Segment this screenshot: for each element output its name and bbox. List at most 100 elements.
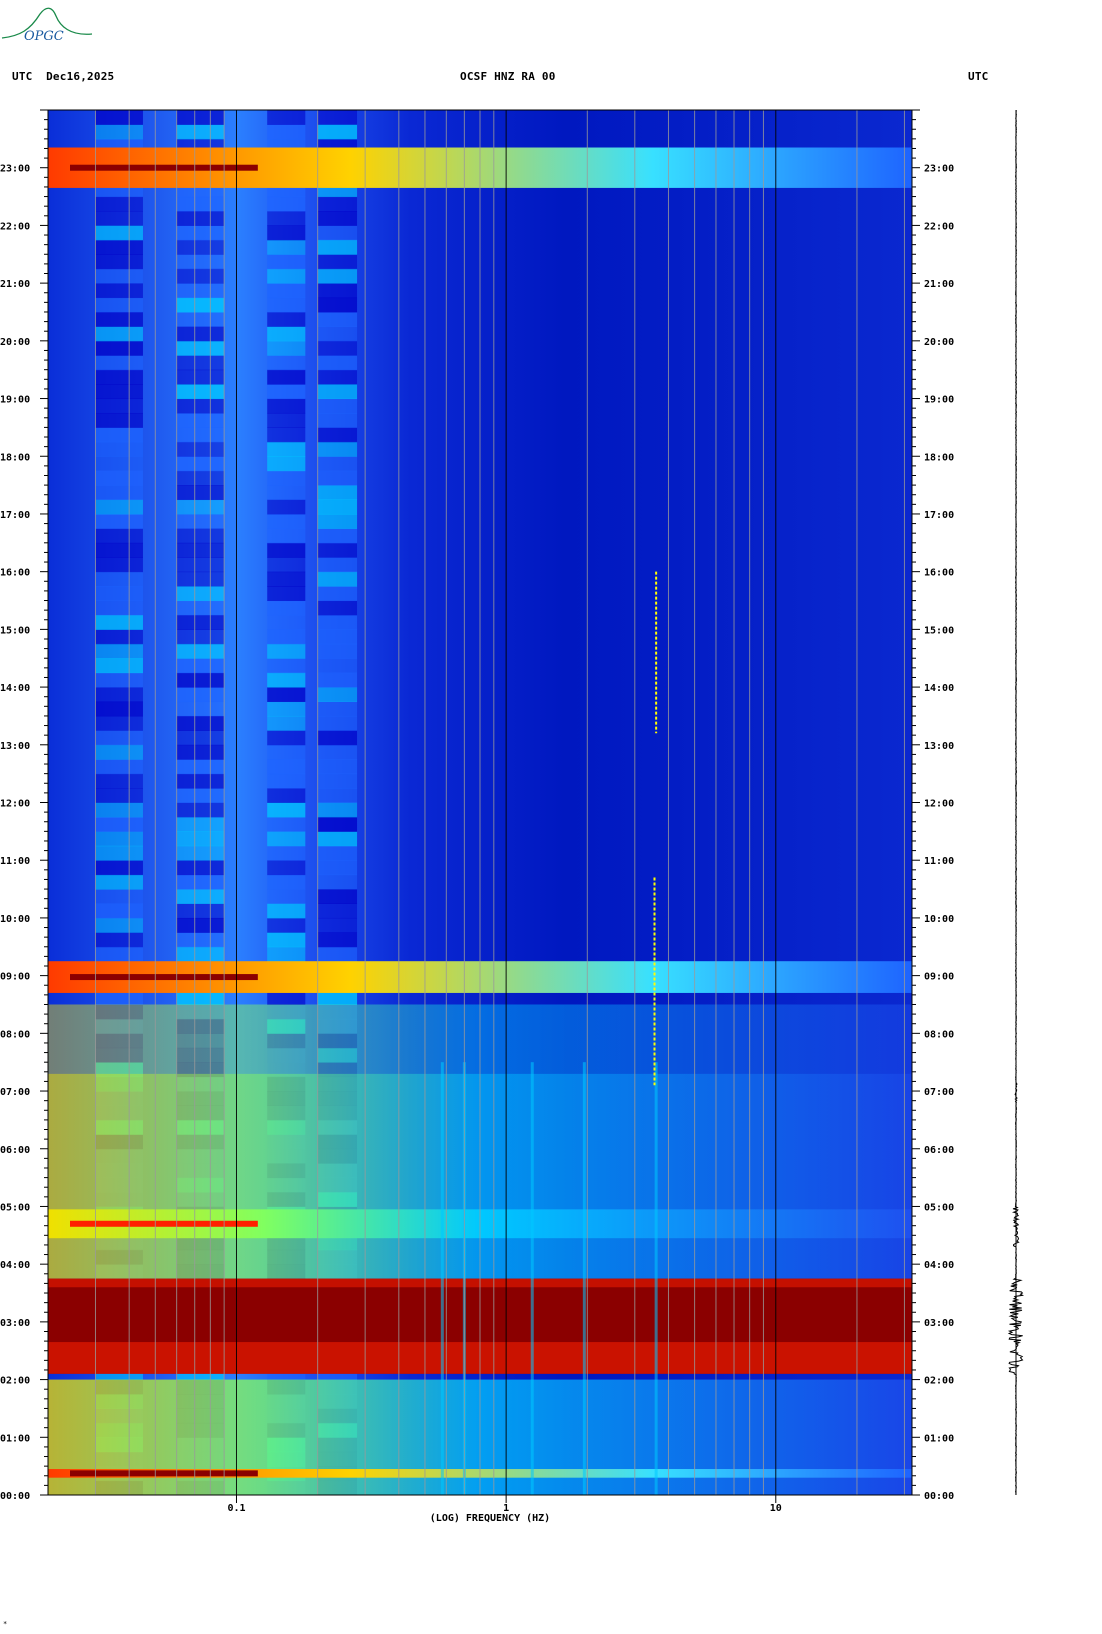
heatmap-cell [267,629,306,645]
y-tick-label-left: 10:00 [0,914,30,925]
heatmap-cell [95,369,143,385]
heatmap-cell [176,730,225,746]
y-tick-label-right: 21:00 [924,279,954,290]
y-tick-label-right: 08:00 [924,1029,954,1040]
heatmap-cell [317,470,358,486]
heatmap-cell [267,225,306,241]
heatmap-cell [176,903,225,919]
heatmap-cell [176,340,225,356]
heatmap-cell [267,889,306,904]
heatmap-cell [267,571,306,587]
heatmap-cell [95,845,143,861]
heatmap-cell [95,110,143,125]
heatmap-cell [317,355,358,371]
heatmap-cell [317,369,358,385]
heatmap-cell [95,311,143,327]
heatmap-cell [317,773,358,789]
y-tick-label-right: 17:00 [924,510,954,521]
heatmap-cell [176,355,225,371]
heatmap-cell [95,701,143,717]
heatmap-cell [176,715,225,731]
heatmap-cell [267,600,306,616]
heatmap-cell [95,283,143,299]
heatmap-cell [176,441,225,457]
y-tick-label-left: 23:00 [0,164,30,175]
heatmap-cell [95,643,143,659]
heatmap-cell [317,528,358,544]
y-tick-label-right: 04:00 [924,1260,954,1271]
y-tick-label-left: 17:00 [0,510,30,521]
heatmap-cell [267,485,306,501]
heatmap-cell [95,326,143,342]
heatmap-cell [317,297,358,313]
heatmap-cell [317,557,358,573]
heatmap-cell [317,499,358,515]
heatmap-cell [317,110,358,125]
y-tick-label-left: 05:00 [0,1202,30,1213]
heatmap-cell [176,773,225,789]
heatmap-cell [176,629,225,645]
heatmap-cell [267,499,306,515]
heatmap-cell [267,528,306,544]
heatmap-cell [267,687,306,703]
heatmap-cell [267,239,306,255]
heatmap-cell [267,283,306,299]
heatmap-cell [176,845,225,861]
heatmap-cell [95,788,143,803]
heatmap-cell [95,990,143,1005]
heatmap-cell [176,225,225,241]
heatmap-cell [176,831,225,847]
heatmap-cell [95,932,143,948]
heatmap-cell [317,889,358,904]
heatmap-cell [267,542,306,558]
heatmap-cell [176,874,225,890]
heatmap-cell [317,571,358,587]
heatmap-cell [176,917,225,933]
heatmap-cell [95,917,143,933]
heatmap-cell [176,239,225,255]
heatmap-cell [176,701,225,717]
heatmap-cell [95,470,143,486]
heatmap-cell [95,874,143,890]
heatmap-cell [267,903,306,919]
y-tick-label-left: 13:00 [0,741,30,752]
heatmap-cell [267,456,306,472]
heatmap-cell [176,672,225,688]
heatmap-cell [317,788,358,803]
heatmap-cell [317,643,358,659]
heatmap-cell [267,340,306,356]
heatmap-cell [317,412,358,428]
heatmap-cell [267,744,306,760]
heatmap-cell [95,730,143,746]
y-tick-label-left: 16:00 [0,568,30,579]
event-band-core [70,974,258,981]
heatmap-cell [317,225,358,241]
heatmap-cell [317,672,358,688]
heatmap-cell [317,196,358,212]
heatmap-cell [95,600,143,616]
heatmap-cell [267,254,306,270]
heatmap-cell [267,874,306,890]
heatmap-cell [95,513,143,529]
heatmap-cell [95,571,143,587]
heatmap-cell [317,124,358,140]
heatmap-cell [176,802,225,818]
y-tick-label-left: 04:00 [0,1260,30,1271]
heatmap-cell [95,860,143,876]
heatmap-cell [317,903,358,919]
y-tick-label-left: 18:00 [0,452,30,463]
y-tick-label-left: 20:00 [0,337,30,348]
heatmap-cell [317,398,358,414]
heatmap-cell [176,456,225,472]
heatmap-cell [95,557,143,573]
heatmap-cell [95,614,143,630]
heatmap-cell [95,687,143,703]
heatmap-cell [176,860,225,876]
y-tick-label-right: 22:00 [924,221,954,232]
heatmap-cell [95,210,143,226]
heatmap-cell [317,268,358,284]
heatmap-cell [267,586,306,602]
heatmap-cell [95,889,143,904]
y-tick-label-left: 08:00 [0,1029,30,1040]
heatmap-cell [176,759,225,775]
